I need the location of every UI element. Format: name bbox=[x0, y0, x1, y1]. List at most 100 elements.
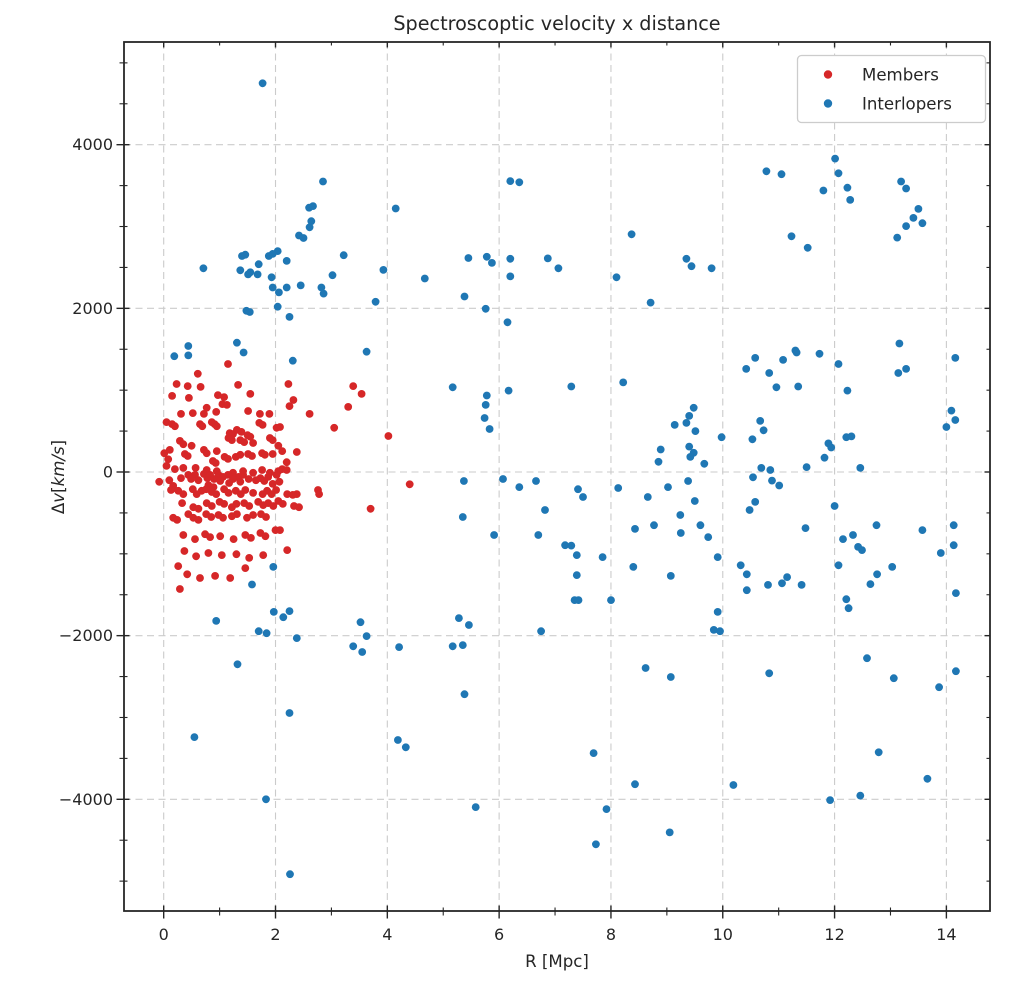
x-tick-label: 8 bbox=[606, 925, 616, 944]
x-tick-label: 12 bbox=[824, 925, 844, 944]
interloper-point bbox=[902, 222, 910, 231]
member-point bbox=[220, 393, 229, 401]
member-point bbox=[283, 546, 292, 554]
member-point bbox=[237, 428, 246, 436]
member-point bbox=[405, 480, 414, 489]
interloper-point bbox=[827, 443, 836, 452]
interloper-point bbox=[858, 546, 866, 554]
interloper-point bbox=[831, 154, 839, 163]
member-point bbox=[179, 464, 188, 472]
member-point bbox=[241, 564, 250, 572]
interloper-point bbox=[285, 709, 294, 717]
member-point bbox=[305, 410, 314, 418]
interloper-point bbox=[952, 589, 960, 597]
interloper-point bbox=[541, 506, 549, 514]
interloper-point bbox=[534, 531, 543, 539]
member-point bbox=[204, 549, 213, 557]
interloper-point bbox=[687, 262, 696, 271]
interloper-point bbox=[572, 571, 581, 579]
member-point bbox=[203, 474, 212, 482]
tick-label-layer: 0 2 4 6 8 10 12 14 −4000 −2000 0 2000 4000 bbox=[59, 135, 957, 944]
member-point bbox=[225, 479, 234, 487]
member-point bbox=[228, 503, 236, 512]
interloper-point bbox=[395, 643, 403, 651]
interloper-point bbox=[936, 549, 945, 557]
interloper-point bbox=[745, 506, 754, 514]
member-point bbox=[295, 503, 303, 512]
interloper-point bbox=[631, 780, 639, 789]
interloper-point bbox=[356, 618, 365, 627]
interloper-point bbox=[670, 421, 679, 429]
interloper-point bbox=[464, 254, 473, 262]
interloper-point bbox=[844, 604, 853, 613]
member-point bbox=[217, 551, 226, 559]
member-point bbox=[260, 477, 269, 485]
interloper-point bbox=[299, 234, 308, 242]
member-point bbox=[212, 422, 221, 431]
member-point bbox=[194, 504, 203, 513]
member-point bbox=[244, 407, 253, 415]
member-point bbox=[177, 474, 185, 482]
member-point bbox=[187, 441, 196, 450]
interloper-point bbox=[666, 673, 675, 681]
interloper-point bbox=[420, 274, 429, 283]
member-point bbox=[249, 489, 257, 497]
interloper-point bbox=[902, 184, 910, 193]
interloper-point bbox=[792, 348, 801, 357]
interloper-point bbox=[685, 412, 694, 420]
interloper-point bbox=[742, 586, 751, 595]
interloper-point bbox=[349, 642, 358, 651]
interloper-point bbox=[893, 233, 902, 242]
plot-frame bbox=[123, 41, 991, 912]
member-point bbox=[258, 490, 267, 498]
interloper-point bbox=[690, 497, 699, 505]
interloper-point bbox=[253, 270, 262, 279]
interloper-point bbox=[460, 690, 469, 699]
member-point bbox=[349, 382, 358, 390]
member-point bbox=[357, 390, 366, 398]
legend-marker-interlopers-icon bbox=[823, 99, 833, 108]
interloper-point bbox=[233, 660, 242, 669]
interloper-point bbox=[619, 378, 628, 387]
interloper-point bbox=[268, 283, 277, 292]
interloper-point bbox=[794, 382, 803, 391]
interloper-point bbox=[307, 217, 316, 226]
interloper-point bbox=[567, 382, 576, 391]
interloper-point bbox=[646, 298, 655, 307]
interloper-point bbox=[184, 351, 193, 360]
interloper-point bbox=[762, 167, 771, 176]
member-point bbox=[164, 455, 173, 464]
interloper-point bbox=[768, 476, 776, 485]
x-tick-label: 10 bbox=[713, 925, 733, 944]
interloper-point bbox=[296, 281, 305, 290]
interloper-point bbox=[863, 654, 871, 663]
interloper-point bbox=[554, 264, 563, 273]
interloper-point bbox=[676, 529, 685, 537]
interloper-point bbox=[262, 795, 270, 804]
member-point bbox=[180, 547, 189, 555]
interloper-point bbox=[775, 481, 784, 490]
x-tick-label: 2 bbox=[270, 925, 280, 944]
y-tick-label: 2000 bbox=[72, 299, 113, 318]
interloper-point bbox=[749, 473, 757, 482]
interloper-point bbox=[589, 749, 598, 757]
interloper-point bbox=[826, 796, 834, 804]
interloper-point bbox=[866, 580, 875, 588]
series-interlopers bbox=[170, 79, 960, 879]
interloper-point bbox=[282, 257, 291, 265]
interloper-point bbox=[170, 352, 179, 361]
interloper-point bbox=[258, 79, 267, 88]
member-point bbox=[249, 468, 257, 477]
series-members bbox=[155, 360, 414, 593]
interloper-point bbox=[309, 202, 317, 211]
member-point bbox=[292, 448, 301, 456]
interloper-point bbox=[656, 445, 665, 454]
interloper-point bbox=[455, 614, 463, 622]
member-point bbox=[240, 438, 249, 446]
interloper-point bbox=[269, 608, 278, 616]
interloper-point bbox=[756, 417, 765, 425]
member-point bbox=[224, 360, 232, 368]
member-point bbox=[179, 490, 188, 498]
interloper-point bbox=[779, 356, 787, 364]
